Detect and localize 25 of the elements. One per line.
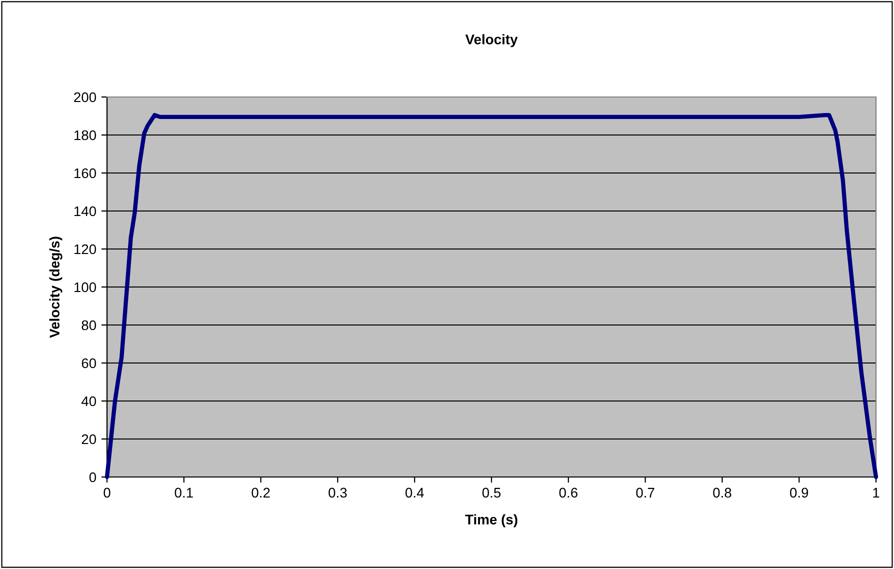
y-tick-label: 180 — [74, 130, 96, 140]
y-tick-label: 20 — [82, 434, 96, 444]
y-axis-title: Velocity (deg/s) — [49, 236, 62, 338]
y-tick-label: 160 — [74, 168, 96, 178]
x-tick-label: 0.4 — [405, 488, 424, 498]
y-tick-label: 0 — [89, 472, 96, 482]
y-tick-label: 80 — [82, 320, 96, 330]
y-tick-label: 200 — [74, 92, 96, 102]
x-tick-label: 0.2 — [252, 488, 270, 498]
chart-title: Velocity — [465, 34, 518, 48]
y-tick-label: 120 — [74, 244, 96, 254]
y-tick-label: 100 — [74, 282, 96, 292]
x-axis-title: Time (s) — [465, 514, 518, 528]
x-tick-label: 0.5 — [482, 488, 501, 498]
x-tick-label: 0.9 — [790, 488, 808, 498]
x-tick-label: 0.8 — [713, 488, 732, 498]
x-tick-label: 0.1 — [174, 488, 193, 498]
x-tick-label: 0.6 — [559, 488, 578, 498]
x-tick-label: 1 — [873, 488, 880, 498]
y-tick-label: 40 — [81, 396, 96, 406]
x-tick-label: 0.7 — [636, 488, 654, 498]
y-tick-label: 60 — [82, 358, 96, 368]
y-tick-label: 140 — [74, 206, 96, 216]
x-tick-label: 0 — [104, 488, 110, 498]
x-tick-label: 0.3 — [328, 488, 347, 498]
